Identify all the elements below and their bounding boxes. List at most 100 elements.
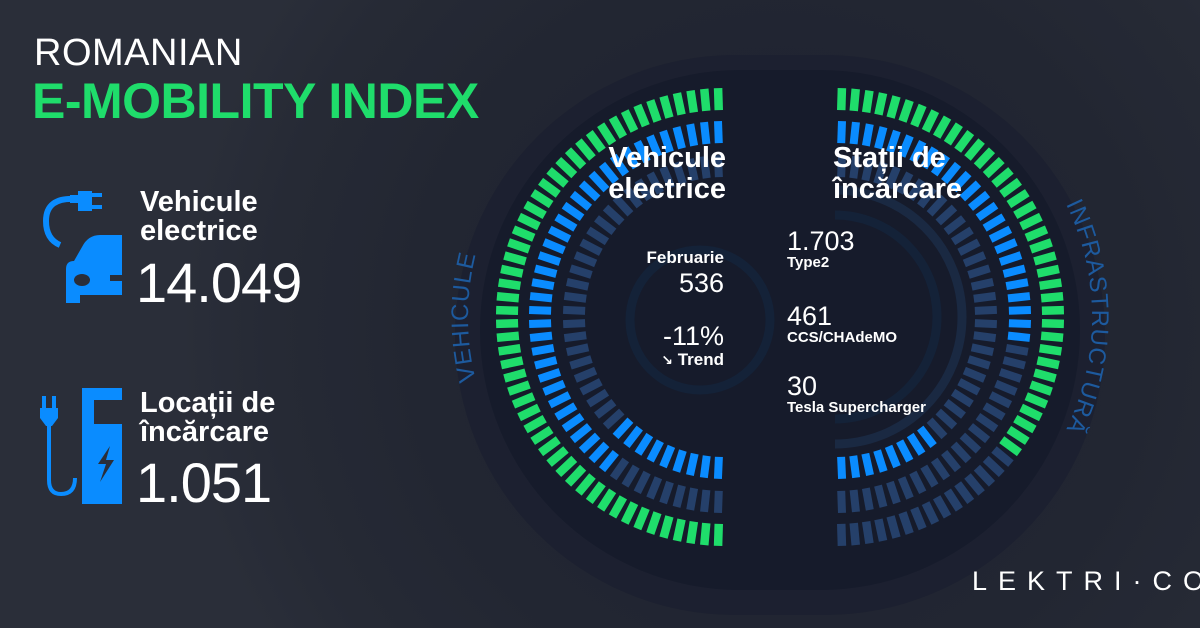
station-gauge-segment	[1007, 331, 1031, 342]
station-gauge-segment	[935, 204, 958, 226]
vehicle-gauge-segment	[699, 455, 711, 479]
station-gauge-segment	[1039, 343, 1063, 356]
vehicle-gauge-segment	[686, 89, 699, 113]
station-gauge-segment	[906, 432, 926, 456]
vehicle-gauge-segment	[659, 165, 676, 190]
station-gauge-segment	[1008, 319, 1032, 328]
vehicle-gauge-segment	[554, 402, 578, 421]
vehicle-gauge-segment	[565, 343, 590, 356]
vehicles-label-line1: Vehicule	[140, 186, 258, 218]
vehicle-gauge-segment	[542, 238, 566, 255]
vehicles-label: Vehicule electrice	[140, 188, 258, 246]
station-gauge-segment	[974, 319, 998, 329]
vehicle-gauge-segment	[586, 388, 610, 408]
title-line2: E-MOBILITY INDEX	[32, 73, 479, 129]
vehicle-gauge-segment	[569, 423, 593, 444]
station-gauge-segment	[1029, 380, 1053, 396]
station-gauge-segment	[874, 126, 888, 150]
vehicle-gauge-segment	[531, 343, 555, 356]
vehicle-gauge-segment	[598, 161, 619, 185]
vehicle-gauge-segment	[517, 403, 541, 422]
station-gauge-segment	[1006, 425, 1030, 445]
station-gauge-segment	[1013, 200, 1037, 220]
vehicle-gauge-segment	[621, 464, 640, 488]
vehicle-gauge-segment	[555, 455, 578, 478]
vehicle-gauge-segment	[594, 399, 617, 419]
vehicle-gauge-segment	[612, 194, 634, 217]
vehicle-gauge-segment	[659, 515, 674, 539]
month-value: 536	[678, 268, 724, 298]
vehicle-gauge-segment	[608, 495, 628, 519]
vehicle-gauge-segment	[542, 379, 566, 396]
lektrico-logo: LEKTRI·CO	[972, 566, 1200, 596]
vehicle-gauge-segment	[686, 487, 699, 511]
station-gauge-segment	[994, 379, 1018, 396]
vehicle-gauge-segment	[537, 368, 562, 383]
vehicle-gauge-segment	[500, 264, 524, 278]
title-line1: ROMANIAN	[34, 32, 243, 74]
vehicle-gauge-segment	[672, 518, 686, 542]
vehicle-gauge-segment	[634, 432, 654, 456]
station-gauge-segment	[1040, 331, 1064, 342]
vehicle-gauge-segment	[537, 251, 562, 266]
vehicle-gauge-segment	[579, 378, 603, 396]
vehicle-gauge-segment	[569, 190, 593, 211]
station-gauge-segment	[861, 521, 874, 545]
locations-label-line1: Locații de	[140, 387, 276, 419]
station-gauge-segment	[921, 109, 940, 133]
station-gauge-segment	[898, 99, 914, 123]
monthly-sales: Februarie 536	[647, 248, 724, 298]
vehicle-gauge-segment	[503, 251, 527, 266]
station-gauge-segment	[1007, 292, 1031, 303]
vehicle-gauge-segment	[646, 171, 664, 195]
vehicle-gauge-segment	[609, 153, 630, 177]
station-gauge-title-line2: încărcare	[833, 173, 962, 205]
station-gauge-segment	[967, 264, 991, 279]
station-gauge-segment	[920, 464, 939, 488]
vehicle-gauge-segment	[534, 264, 558, 278]
vehicle-gauge-segment	[586, 226, 610, 246]
vehicle-gauge-segment	[646, 511, 662, 535]
station-gauge-segment	[1040, 292, 1064, 303]
station-gauge-segment	[1008, 306, 1032, 315]
vehicle-gauge-segment	[569, 355, 593, 370]
vehicle-gauge-segment	[555, 156, 578, 179]
station-gauge-segment	[849, 155, 861, 179]
station-gauge-segment	[954, 481, 975, 504]
vehicle-gauge-segment	[531, 278, 555, 291]
station-gauge-segment	[1036, 264, 1060, 278]
vehicle-gauge-segment	[569, 264, 593, 279]
station-gauge-segment	[1033, 251, 1057, 266]
station-gauge-segment	[930, 457, 951, 481]
vehicle-gauge-segment	[686, 452, 699, 477]
vehicle-gauge-segment	[700, 88, 711, 112]
station-gauge-segment	[1013, 414, 1037, 434]
vehicle-gauge-segment	[554, 213, 578, 232]
vehicle-gauge-segment	[699, 155, 711, 179]
vehicle-gauge-segment	[563, 291, 587, 303]
trend-value: -11%	[662, 321, 724, 351]
station-gauge-segment	[910, 103, 927, 128]
vehicle-gauge-segment	[588, 441, 610, 464]
station-gauge-segment	[982, 213, 1006, 232]
station-item: 461 CCS/CHAdeMO	[787, 303, 897, 347]
station-gauge-segment	[999, 177, 1022, 198]
station-gauge-segment	[909, 139, 927, 164]
vehicle-gauge-segment	[503, 368, 527, 383]
vehicle-gauge-segment	[594, 215, 617, 235]
station-gauge-segment	[964, 473, 985, 496]
station-gauge-segment	[967, 355, 991, 370]
locations-total: 1.051	[136, 451, 272, 514]
vehicle-gauge-segment	[523, 414, 547, 434]
station-gauge-segment	[1006, 189, 1030, 209]
vehicle-gauge-segment	[621, 146, 640, 170]
vehicle-gauge-segment	[700, 489, 711, 513]
station-gauge-segment	[1024, 225, 1049, 242]
station-gauge-segment	[957, 238, 981, 256]
vehicle-gauge-segment	[496, 331, 520, 342]
vehicle-gauge-segment	[659, 480, 674, 505]
station-item-label: Type2	[787, 254, 830, 271]
station-gauge-segment	[837, 456, 847, 480]
station-gauge-segment	[1024, 392, 1049, 409]
